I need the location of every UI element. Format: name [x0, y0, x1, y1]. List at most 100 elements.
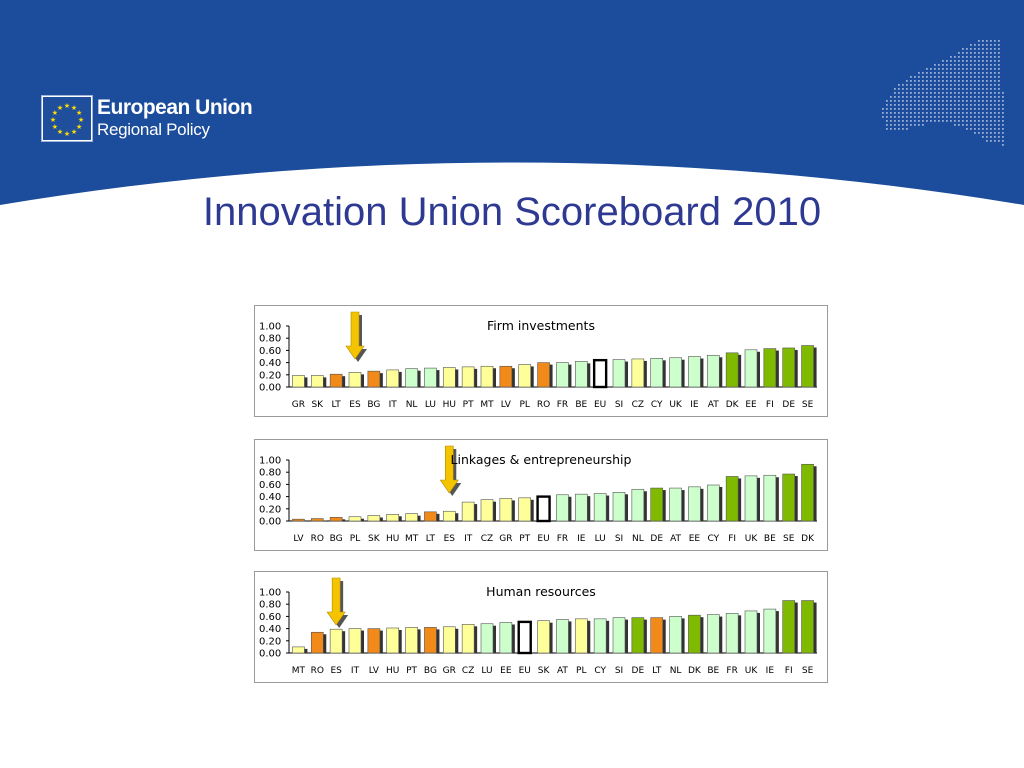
y-tick-label: 0.00 — [259, 517, 281, 528]
bar-de — [782, 347, 796, 388]
bar-fi — [782, 600, 796, 654]
bar-es — [442, 510, 456, 522]
y-tick-label: 1.00 — [259, 588, 281, 599]
x-tick-label: GR — [499, 534, 512, 544]
y-tick-label: 0.80 — [259, 334, 281, 345]
y-tick-label: 0.60 — [259, 346, 281, 357]
x-tick-label: LT — [652, 666, 662, 676]
bar-bg — [367, 370, 381, 388]
bar-si — [612, 617, 626, 654]
x-tick-label: SK — [538, 666, 551, 676]
bar-be — [763, 474, 777, 522]
bar-hu — [386, 627, 400, 654]
flag-star-icon: ★ — [52, 109, 58, 117]
x-tick-label: FR — [557, 400, 568, 410]
flag-star-icon: ★ — [78, 116, 84, 124]
bar-nl — [631, 488, 645, 522]
bar-pt — [405, 627, 418, 654]
bar-at — [706, 354, 720, 388]
bar-lt — [650, 617, 664, 654]
x-tick-label: DK — [801, 534, 815, 544]
bar-pl — [574, 618, 588, 654]
bar-ro — [537, 362, 550, 388]
x-tick-label: CY — [651, 400, 663, 410]
chart-canvas: 1.000.800.600.400.20 0.00 MT RO ES IT LV HU PT BG… — [259, 577, 817, 676]
chart-linkages-entrepreneurship: 1.00 0.80 0.60 0.40 0.20 0.00 LV RO BG PL SK HU MT LT… — [254, 439, 828, 551]
x-tick-label: HU — [386, 666, 399, 676]
x-tick-label: SE — [783, 534, 795, 544]
x-tick-label: BE — [764, 534, 776, 544]
x-tick-label: AT — [670, 534, 681, 544]
x-tick-label: SI — [615, 666, 623, 676]
bar-pl — [518, 364, 532, 388]
x-tick-label: FR — [557, 534, 568, 544]
x-tick-label: ES — [444, 534, 456, 544]
y-tick-label: 0.40 — [259, 492, 281, 503]
x-tick-label: DE — [632, 666, 645, 676]
x-tick-label: AT — [708, 400, 719, 410]
bar-si — [612, 492, 626, 522]
x-tick-label: HU — [386, 534, 399, 544]
bar-eu — [592, 358, 608, 389]
x-tick-label: DE — [782, 400, 795, 410]
bar-ee — [688, 486, 701, 522]
y-tick-label: 1.00 — [259, 322, 281, 333]
x-tick-label: EU — [537, 534, 549, 544]
bar-lu — [593, 493, 607, 522]
eu-logo-text: European Union Regional Policy — [97, 96, 253, 140]
bar-ee — [499, 622, 513, 654]
x-tick-label: RO — [311, 534, 324, 544]
x-tick-label: FI — [785, 666, 793, 676]
bar-se — [801, 345, 814, 388]
bar-fi — [763, 348, 777, 388]
bar-bg — [424, 627, 437, 654]
y-tick-label: 0.80 — [259, 600, 281, 611]
x-tick-label: CZ — [632, 400, 644, 410]
x-tick-label: LV — [293, 534, 304, 544]
bar-sk — [310, 375, 324, 388]
x-tick-label: SE — [802, 400, 814, 410]
x-tick-label: CZ — [462, 666, 474, 676]
x-tick-label: IE — [577, 534, 586, 544]
bar-mt — [480, 365, 494, 388]
bar-lu — [480, 623, 494, 654]
y-tick-label: 0.20 — [259, 504, 281, 515]
bar-nl — [405, 368, 418, 388]
bar-sk — [367, 515, 381, 522]
x-tick-label: IE — [766, 666, 775, 676]
bar-hu — [442, 367, 456, 388]
bar-pt — [461, 366, 475, 388]
bar-be — [706, 614, 720, 654]
bar-es — [348, 372, 362, 388]
x-tick-label: PT — [519, 534, 530, 544]
bar-gr — [499, 498, 513, 522]
bar-dk — [801, 463, 814, 522]
x-tick-label: MT — [292, 666, 306, 676]
x-tick-label: BG — [330, 534, 343, 544]
flag-star-icon: ★ — [50, 116, 56, 124]
bar-be — [574, 361, 588, 388]
y-tick-label: 0.60 — [259, 480, 281, 491]
bar-ro — [310, 518, 324, 522]
chart-firm-investments: 1.00 0.80 0.60 0.40 0.20 0.00 GR SK LT ES BG IT NL LU… — [254, 305, 828, 417]
bar-de — [631, 617, 645, 654]
x-tick-label: RO — [537, 400, 550, 410]
marker-arrow-icon — [326, 577, 349, 628]
x-tick-label: SK — [311, 400, 324, 410]
x-tick-label: PL — [576, 666, 586, 676]
x-tick-label: MT — [480, 400, 494, 410]
bar-uk — [744, 475, 758, 522]
bar-at — [669, 487, 682, 522]
bar-pl — [348, 516, 362, 522]
bar-dk — [688, 614, 701, 654]
flag-star-icon: ★ — [76, 123, 82, 131]
x-tick-label: EU — [519, 666, 531, 676]
bar-es — [329, 628, 343, 654]
y-tick-label: 1.00 — [259, 456, 281, 467]
x-tick-label: HU — [443, 400, 456, 410]
x-tick-label: LT — [332, 400, 342, 410]
x-tick-label: RO — [311, 666, 324, 676]
bar-dk — [725, 352, 739, 388]
bar-hu — [386, 513, 400, 522]
chart-canvas: 1.000.800.600.400.20 0.00 GR SK LT ES BG IT NL LU… — [259, 311, 817, 410]
